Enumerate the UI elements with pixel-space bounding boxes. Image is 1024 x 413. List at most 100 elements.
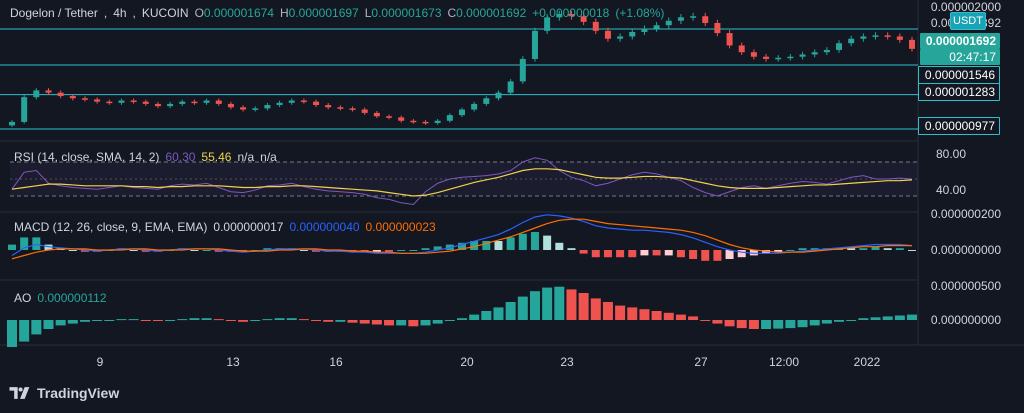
- ao-bar: [420, 320, 431, 326]
- rsi-series[interactable]: [11, 157, 913, 206]
- ao-bar: [116, 319, 127, 321]
- x-tick-9: 9: [96, 355, 104, 369]
- low-value: 0.000001673: [371, 6, 442, 20]
- open-label: O: [194, 6, 204, 20]
- ao-series[interactable]: [7, 286, 917, 347]
- ao-bar: [602, 302, 613, 320]
- ao-bar: [104, 320, 115, 321]
- candlestick-series[interactable]: [9, 10, 915, 128]
- x-tick-13: 13: [226, 355, 240, 369]
- ao-bar: [444, 320, 455, 321]
- ao-bar: [19, 320, 30, 342]
- candle-body: [495, 92, 502, 99]
- ao-bar: [554, 286, 565, 320]
- macd-histogram-bar: [847, 248, 856, 250]
- macd-histogram-bar: [202, 250, 211, 251]
- candle-body: [57, 92, 64, 97]
- ao-bar: [542, 287, 553, 320]
- candle-body: [531, 30, 538, 59]
- macd-series[interactable]: [8, 214, 916, 261]
- ao-bar: [870, 317, 881, 320]
- candle-body: [677, 17, 684, 21]
- candle-body: [738, 45, 745, 53]
- horizontal-levels[interactable]: [0, 28, 918, 130]
- candle-body: [483, 98, 490, 104]
- x-tick-16: 16: [329, 355, 343, 369]
- macd-histogram-bar: [762, 250, 771, 254]
- candle-body: [398, 117, 405, 121]
- macd-histogram-bar: [214, 250, 223, 252]
- ao-bar: [615, 305, 626, 320]
- level-tag-1: 0.000001546: [918, 66, 1000, 84]
- candle-body: [203, 100, 210, 103]
- ao-bar: [213, 319, 224, 321]
- rsi-na-1: n/a: [237, 150, 255, 164]
- candle-body: [617, 36, 624, 39]
- x-tick-20: 20: [460, 355, 474, 369]
- macd-signal-line: [11, 218, 912, 260]
- ao-axis-top: 0.000000500: [930, 279, 1001, 293]
- macd-histogram-bar: [725, 250, 734, 259]
- macd-histogram-bar: [482, 241, 491, 250]
- macd-histogram-bar: [628, 250, 637, 258]
- macd-histogram-bar: [908, 250, 916, 251]
- ao-bar: [359, 320, 370, 324]
- ao-bar: [371, 320, 382, 325]
- macd-histogram-bar: [397, 250, 406, 251]
- ao-bar: [55, 320, 66, 326]
- macd-value: 0.000000040: [289, 220, 360, 234]
- ao-bar: [724, 320, 735, 327]
- macd-histogram-bar: [786, 250, 795, 251]
- interval: 4h: [113, 6, 127, 20]
- macd-histogram-bar: [652, 250, 661, 256]
- tradingview-logo-icon: [9, 387, 30, 399]
- ao-bar: [201, 318, 212, 320]
- candle-body: [154, 103, 161, 107]
- candle-body: [665, 20, 672, 26]
- ao-bar: [128, 319, 139, 321]
- candle-body: [471, 103, 478, 110]
- candle-body: [252, 108, 259, 110]
- ao-bar: [493, 307, 504, 320]
- macd-histogram-bar: [20, 237, 29, 250]
- ao-bar: [274, 318, 285, 320]
- pair-name[interactable]: Dogelon / Tether: [10, 6, 98, 20]
- candle-body: [811, 52, 818, 55]
- candle-body: [264, 105, 271, 109]
- ao-bar: [323, 320, 334, 322]
- macd-histogram-bar: [312, 250, 321, 252]
- macd-histogram-bar: [506, 237, 515, 250]
- ao-bar: [748, 320, 759, 329]
- currency-button[interactable]: USDT: [950, 12, 986, 30]
- ao-bar: [773, 320, 784, 329]
- candle-body: [118, 100, 125, 103]
- macd-histogram-bar: [385, 250, 394, 252]
- ao-bar: [165, 320, 176, 321]
- ao-value: 0.000000112: [37, 291, 107, 305]
- macd-histogram-bar: [579, 250, 588, 254]
- macd-histogram-bar: [530, 232, 539, 250]
- ao-bar: [809, 320, 820, 326]
- ao-bar: [566, 289, 577, 320]
- ao-legend[interactable]: AO 0.000000112: [14, 291, 107, 305]
- macd-histogram-bar: [640, 250, 649, 256]
- ao-bar: [140, 320, 151, 321]
- candle-body: [434, 120, 441, 124]
- tradingview-logo[interactable]: TradingView: [9, 385, 119, 401]
- candle-body: [629, 31, 636, 37]
- close-value: 0.000001692: [456, 6, 527, 20]
- candle-body: [142, 101, 149, 104]
- macd-histogram-bar: [859, 248, 868, 250]
- candle-body: [702, 16, 709, 23]
- brand-name: TradingView: [37, 385, 120, 401]
- candle-body: [860, 36, 867, 39]
- candle-body: [349, 108, 356, 110]
- macd-histogram-bar: [810, 248, 819, 250]
- candle-body: [556, 14, 563, 18]
- close-label: C: [447, 6, 457, 20]
- macd-legend[interactable]: MACD (12, 26, close, 9, EMA, EMA) 0.0000…: [14, 220, 436, 234]
- ao-bar: [578, 293, 589, 320]
- rsi-legend[interactable]: RSI (14, close, SMA, 14, 2) 60.30 55.46 …: [14, 150, 277, 164]
- macd-histogram-bar: [32, 237, 41, 250]
